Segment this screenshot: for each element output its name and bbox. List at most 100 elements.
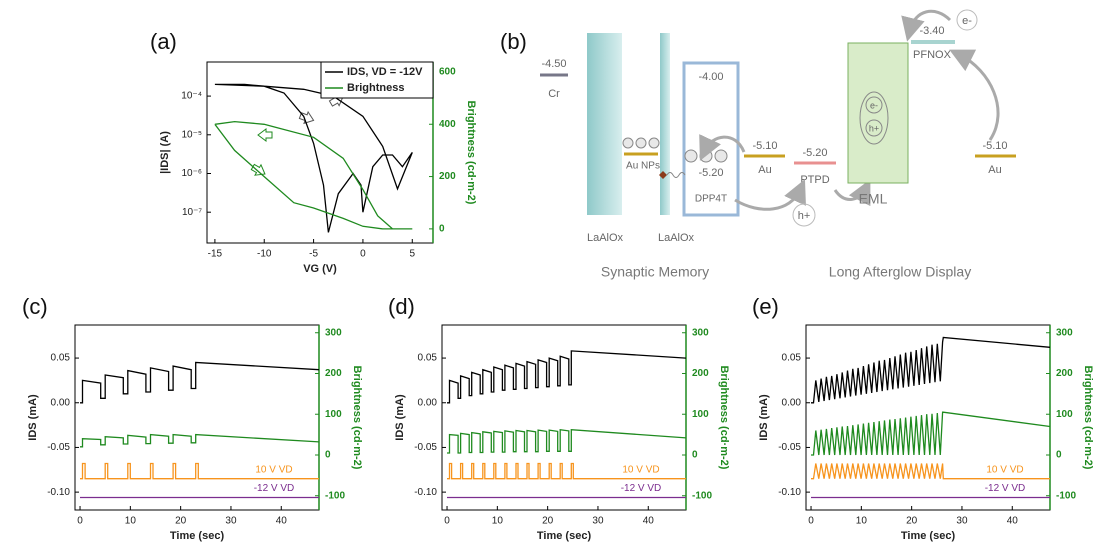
x-tick-label: 40: [1007, 516, 1019, 527]
np-dot: [659, 171, 667, 179]
y2-tick-label: 100: [1056, 409, 1073, 420]
x-tick-label: 30: [592, 516, 604, 527]
y2-axis-label: Brightness (cd·m-2): [351, 366, 363, 470]
y2-tick-label: 300: [692, 327, 709, 338]
series-line: [80, 361, 320, 404]
arrow: [699, 134, 746, 161]
arrow: [949, 49, 1000, 141]
x-tick-label: 40: [643, 516, 655, 527]
x-tick-label: 0: [444, 516, 450, 527]
electrons: [622, 137, 660, 149]
y2-tick-label: 600: [439, 67, 456, 78]
material-label: Cr: [548, 88, 560, 100]
carrier-label: h+: [798, 210, 811, 222]
y-tick-label: -0.05: [778, 442, 801, 453]
series-line: [811, 463, 1050, 480]
x-tick-label: 10: [125, 516, 137, 527]
material-label: Au: [988, 164, 1001, 176]
arrow: [901, 9, 952, 42]
y2-tick-label: 200: [325, 368, 342, 379]
y-axis-label: |IDS| (A): [159, 131, 171, 174]
eml-box: [847, 42, 909, 184]
y2-tick-label: 200: [439, 171, 456, 182]
y-tick-label: 0.00: [782, 397, 802, 408]
panel-label: (d): [388, 294, 415, 319]
tunnel: [666, 172, 686, 178]
material-label: PFNOX: [913, 49, 952, 61]
series-line: [80, 433, 320, 448]
material-label: Au NPs: [626, 161, 660, 172]
series-line: [214, 120, 413, 230]
level-label: -3.40: [919, 25, 944, 37]
x-axis-label: Time (sec): [901, 530, 956, 542]
x-tick-label: -5: [309, 249, 318, 260]
x-tick-label: 30: [956, 516, 968, 527]
carrier-label: e-: [870, 100, 878, 110]
arrow: [833, 179, 871, 207]
x-tick-label: 20: [906, 516, 918, 527]
x-tick-label: -10: [257, 249, 272, 260]
y2-tick-label: -100: [692, 490, 712, 501]
sweep-arrows: [250, 128, 273, 176]
x-tick-label: 10: [492, 516, 504, 527]
y2-axis-label: Brightness (cd·m-2): [718, 366, 730, 470]
energy-diagram: (b) -4.50 Cr LaAlOx Au NPs LaAlOx -4.00 …: [500, 9, 1016, 280]
y-tick-label: 0.05: [51, 353, 71, 364]
level-label: -4.50: [541, 58, 566, 70]
series-line: [447, 428, 687, 454]
panel-label: (c): [22, 294, 48, 319]
y2-axis-label: Brightness (cd·m-2): [1082, 366, 1094, 470]
panel-label: (a): [150, 29, 177, 54]
carrier: [865, 119, 883, 137]
section-label: Long Afterglow Display: [829, 264, 971, 280]
eml-label: EML: [859, 191, 888, 207]
y-tick-label: 10⁻⁷: [182, 207, 202, 218]
y-tick-label: 10⁻⁶: [181, 168, 202, 179]
y2-tick-label: 0: [325, 450, 331, 461]
carrier: [792, 203, 816, 227]
y2-tick-label: 0: [1056, 450, 1062, 461]
annotation: -12 V VD: [621, 483, 662, 494]
carrier: [865, 96, 883, 114]
panel-label: (b): [500, 29, 527, 54]
series-line: [80, 462, 319, 480]
level-label: -5.10: [752, 140, 777, 152]
y-tick-label: 0.00: [51, 397, 71, 408]
legend-label: IDS, VD = -12V: [347, 66, 423, 78]
x-tick-label: 40: [276, 516, 288, 527]
x-axis-label: Time (sec): [537, 530, 592, 542]
series-line: [447, 462, 686, 480]
y2-tick-label: 300: [325, 327, 342, 338]
y-tick-label: -0.05: [47, 442, 70, 453]
series-line: [811, 411, 1051, 456]
series-line: [447, 350, 687, 404]
x-tick-label: 20: [542, 516, 554, 527]
oxide-layer: [660, 33, 670, 215]
y2-tick-label: 0: [692, 450, 698, 461]
y2-tick-label: 100: [325, 409, 342, 420]
y-axis-label: IDS (mA): [758, 394, 770, 441]
series-line: [214, 83, 413, 233]
material-label: Au: [758, 164, 771, 176]
x-tick-label: 0: [360, 249, 366, 260]
x-tick-label: 0: [808, 516, 814, 527]
y2-tick-label: 0: [439, 224, 445, 235]
y2-axis-label: Brightness (cd·m-2): [465, 101, 477, 205]
y2-tick-label: 100: [692, 409, 709, 420]
material-label: DPP4T: [695, 194, 727, 205]
annotation: -12 V VD: [254, 483, 295, 494]
x-tick-label: 10: [856, 516, 868, 527]
y2-tick-label: -100: [325, 490, 345, 501]
holes: [684, 149, 728, 163]
y2-tick-label: 200: [692, 368, 709, 379]
y-tick-label: -0.10: [778, 487, 801, 498]
level-label: -5.10: [982, 140, 1007, 152]
level-label: -5.20: [802, 147, 827, 159]
x-tick-label: 5: [409, 249, 415, 260]
material-label: LaAlOx: [587, 232, 624, 244]
y-tick-label: 0.05: [418, 353, 438, 364]
annotation: 10 V VD: [622, 464, 659, 475]
panel-label: (e): [752, 294, 779, 319]
carrier-label: e-: [962, 15, 972, 27]
